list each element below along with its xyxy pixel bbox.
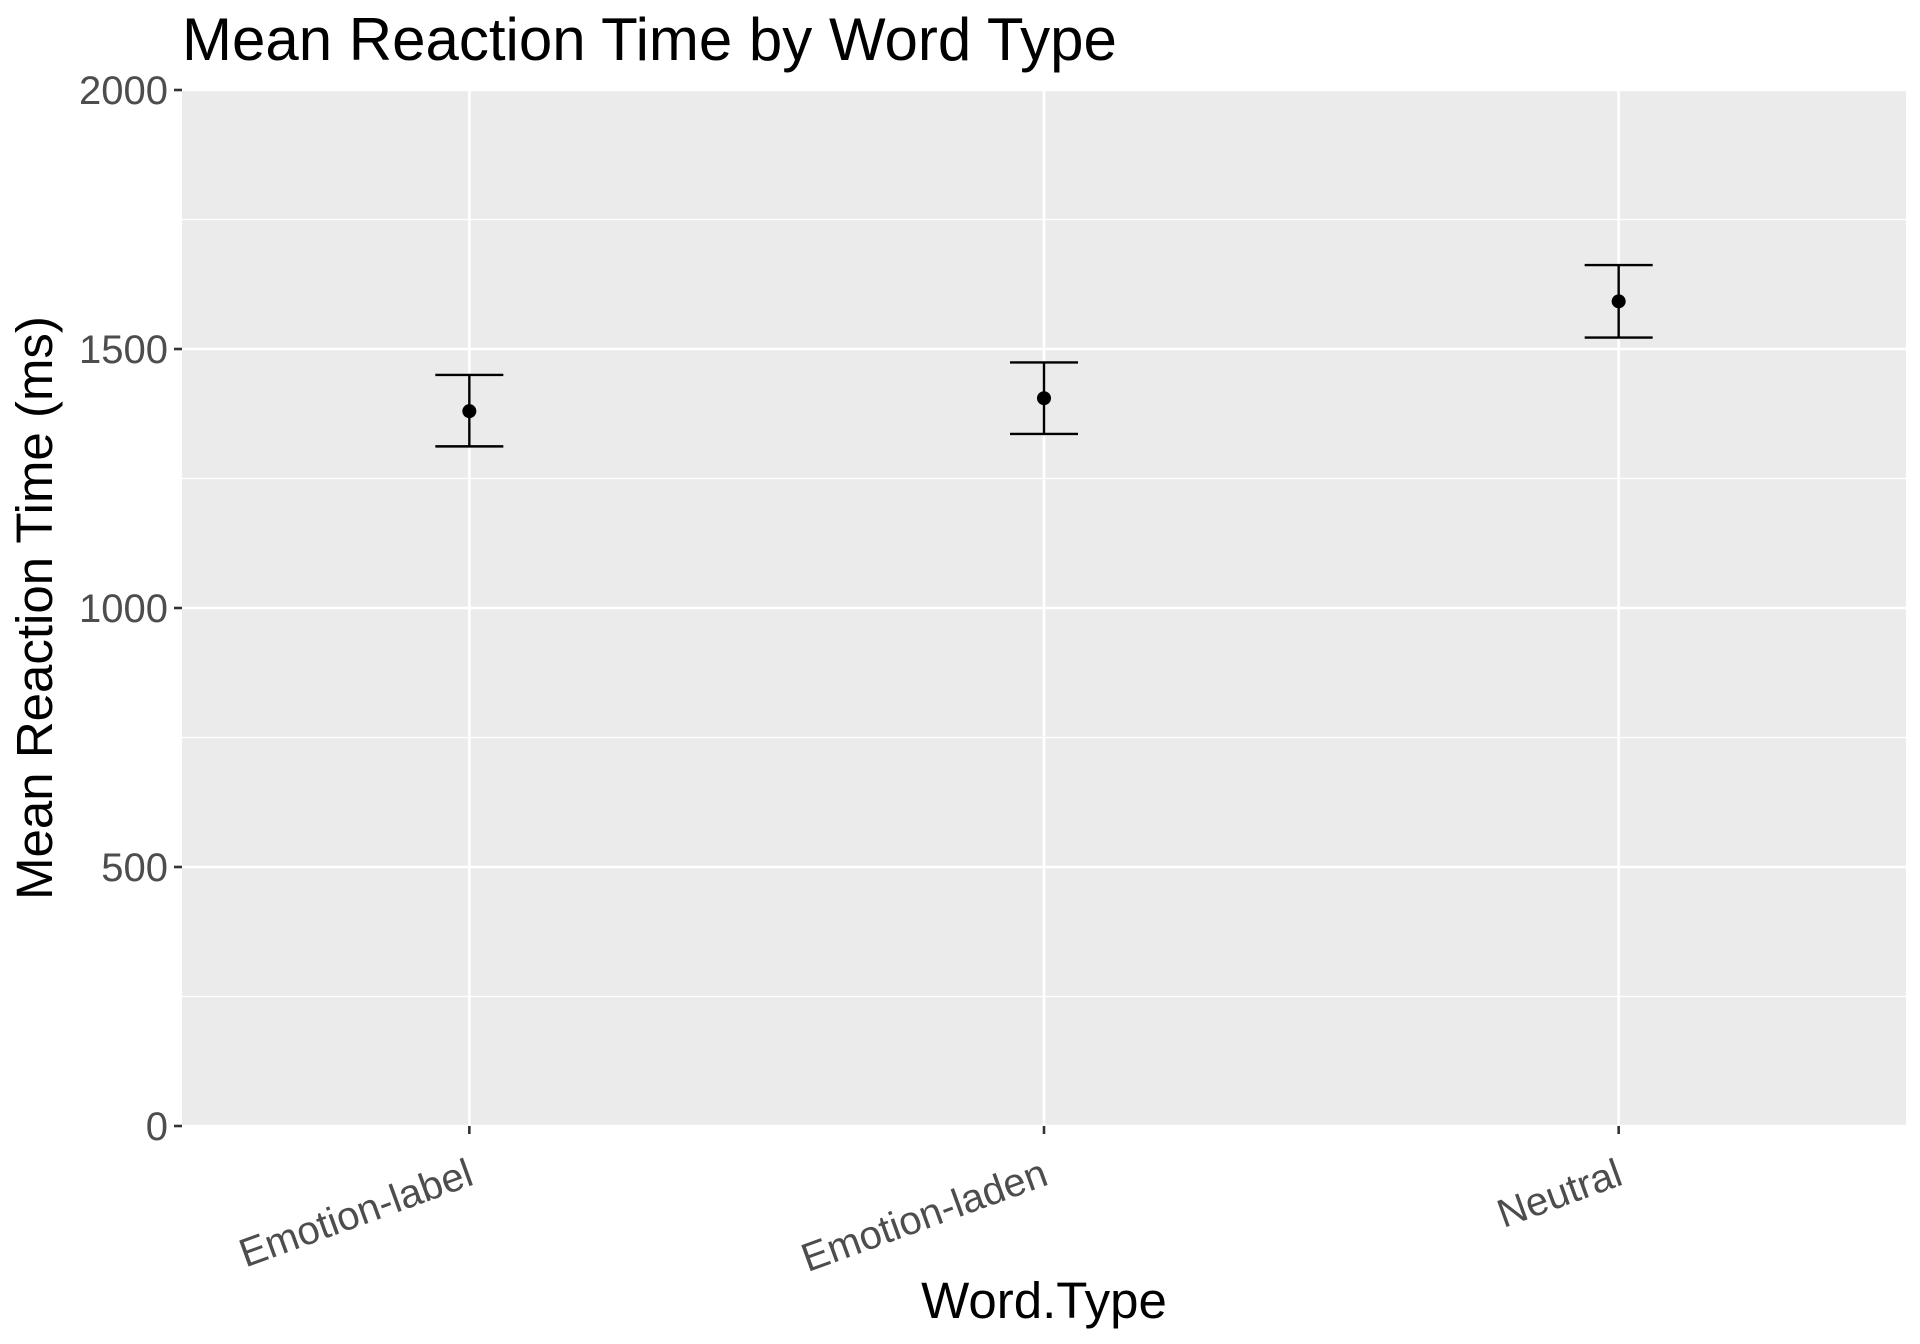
mean-point bbox=[1611, 294, 1626, 309]
mean-point bbox=[1037, 391, 1051, 406]
mean-point bbox=[462, 404, 477, 419]
y-axis: 0 500 1000 1500 2000 bbox=[79, 69, 182, 1149]
y-tick-label: 1500 bbox=[79, 328, 168, 372]
chart-title: Mean Reaction Time by Word Type bbox=[182, 6, 1117, 73]
data-marks bbox=[435, 263, 1653, 448]
y-axis-title: Mean Reaction Time (ms) bbox=[6, 316, 63, 900]
y-tick-label: 1000 bbox=[79, 587, 168, 631]
y-tick-label: 0 bbox=[146, 1105, 168, 1149]
plot-panel bbox=[182, 88, 1906, 1128]
y-tick-label: 500 bbox=[101, 846, 168, 890]
x-axis-title: Word.Type bbox=[921, 1272, 1167, 1329]
y-tick-label: 2000 bbox=[79, 69, 168, 113]
